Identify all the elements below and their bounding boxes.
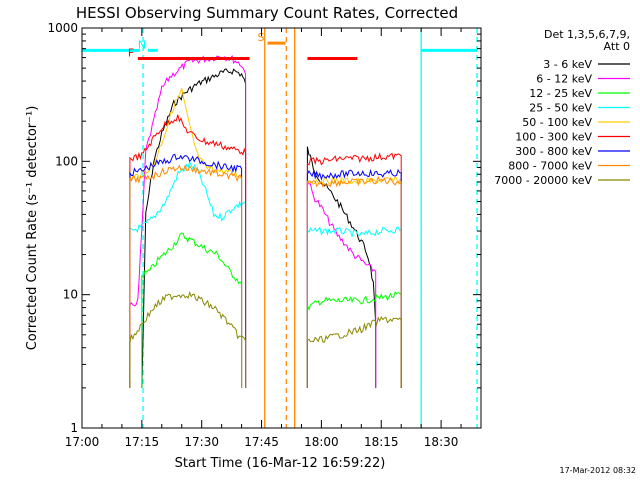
- x-tick-label-5: 18:15: [364, 435, 399, 449]
- legend-header-line-1: Att 0: [604, 40, 630, 53]
- series-line-2-segment-1: [306, 291, 402, 388]
- x-tick-label-6: 18:30: [424, 435, 459, 449]
- state-bar-label-2: F: [128, 47, 134, 60]
- y-tick-label-3: 1000: [47, 21, 78, 35]
- timestamp: 17-Mar-2012 08:32: [560, 466, 637, 475]
- legend-label-4: 50 - 100 keV: [522, 116, 592, 129]
- plot-area: NF S: [82, 28, 478, 428]
- series-line-1-segment-0: [129, 54, 247, 388]
- legend-label-8: 7000 - 20000 keV: [494, 174, 592, 187]
- series-line-1-segment-1: [306, 180, 377, 388]
- legend-header-line-0: Det 1,3,5,6,7,9,: [544, 28, 630, 41]
- x-tick-label-3: 17:45: [244, 435, 279, 449]
- series-line-4-segment-1: [306, 176, 402, 388]
- y-axis-label: Corrected Count Rate (s⁻¹ detector⁻¹): [25, 106, 40, 351]
- series-line-3-segment-0: [129, 159, 247, 388]
- series-line-6-segment-0: [129, 153, 243, 388]
- chart-title: HESSI Observing Summary Count Rates, Cor…: [76, 4, 458, 22]
- legend-label-5: 100 - 300 keV: [515, 131, 592, 144]
- series-line-8-segment-1: [306, 315, 402, 388]
- series-line-0-segment-1: [306, 146, 377, 388]
- series-line-5-segment-0: [129, 114, 247, 388]
- legend-label-6: 300 - 800 keV: [515, 145, 592, 158]
- x-tick-label-0: 17:00: [65, 435, 100, 449]
- x-tick-label-4: 18:00: [304, 435, 339, 449]
- series-line-6-segment-1: [306, 168, 402, 388]
- series-line-5-segment-1: [306, 152, 402, 388]
- legend-header: Det 1,3,5,6,7,9,Att 0: [544, 28, 630, 53]
- series-line-0-segment-0: [141, 68, 247, 388]
- legend-label-2: 12 - 25 keV: [529, 87, 592, 100]
- series-line-3-segment-1: [306, 226, 402, 388]
- x-axis-label: Start Time (16-Mar-12 16:59:22): [175, 456, 386, 471]
- state-bar-label-3: S: [258, 31, 265, 44]
- y-tick-label-1: 10: [63, 288, 78, 302]
- y-tick-label-2: 100: [55, 154, 78, 168]
- legend-label-1: 6 - 12 keV: [536, 73, 592, 86]
- legend-label-3: 25 - 50 keV: [529, 102, 592, 115]
- x-tick-label-2: 17:30: [184, 435, 219, 449]
- series-line-2-segment-0: [141, 232, 243, 388]
- series-line-7-segment-0: [129, 163, 243, 388]
- legend-label-7: 800 - 7000 keV: [508, 160, 592, 173]
- series-line-8-segment-0: [129, 290, 247, 388]
- x-tick-label-1: 17:15: [125, 435, 160, 449]
- axes: 17:00 17:15 17:30 17:45 18:00 18:15 18:30 1 10 10…: [47, 21, 482, 449]
- series-line-7-segment-1: [306, 175, 402, 388]
- y-tick-label-0: 1: [70, 421, 78, 435]
- state-bar-label-1: N: [138, 38, 146, 51]
- legend-label-0: 3 - 6 keV: [543, 58, 592, 71]
